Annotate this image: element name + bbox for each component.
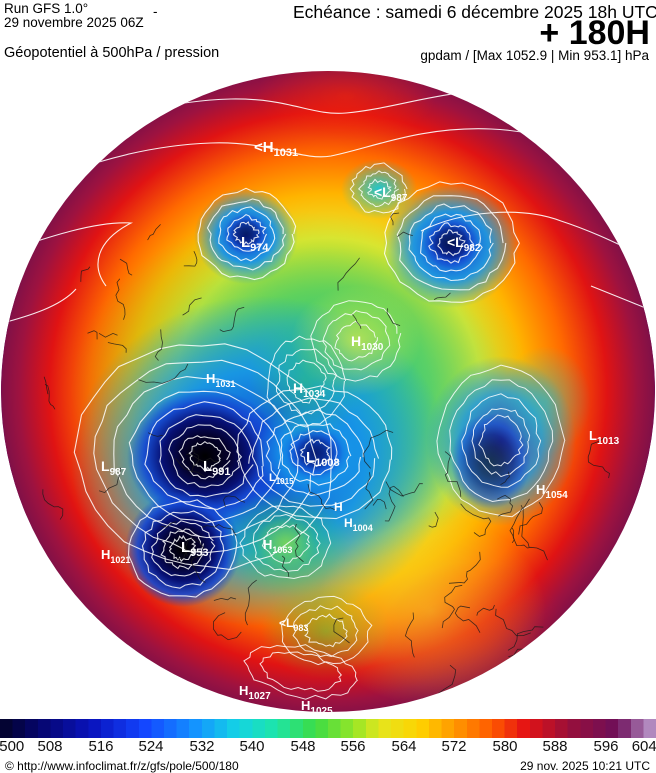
svg-text:H: H xyxy=(334,500,343,514)
